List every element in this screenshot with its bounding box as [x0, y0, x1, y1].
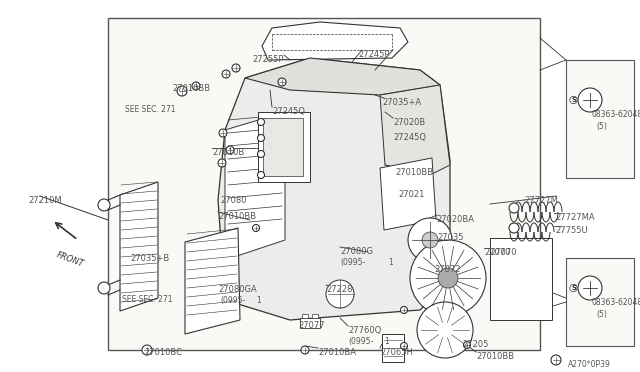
Text: 27010BB: 27010BB [395, 168, 433, 177]
Circle shape [232, 64, 240, 72]
Text: 27080: 27080 [220, 196, 246, 205]
Circle shape [257, 135, 264, 141]
Text: (5): (5) [596, 122, 607, 131]
Circle shape [257, 171, 264, 179]
Polygon shape [380, 158, 436, 230]
Circle shape [463, 341, 470, 349]
Circle shape [226, 146, 234, 154]
Text: 27755U: 27755U [555, 226, 588, 235]
Polygon shape [380, 85, 450, 175]
Text: 27245Q: 27245Q [393, 133, 426, 142]
Text: 1: 1 [256, 296, 260, 305]
Text: 27035: 27035 [437, 233, 463, 242]
Polygon shape [225, 112, 285, 260]
Text: 27035+A: 27035+A [382, 98, 421, 107]
Circle shape [257, 151, 264, 157]
Polygon shape [218, 58, 450, 320]
Text: (5): (5) [596, 310, 607, 319]
Polygon shape [185, 228, 240, 334]
Circle shape [509, 223, 519, 233]
Text: 27065H: 27065H [380, 348, 413, 357]
Circle shape [578, 276, 602, 300]
Circle shape [177, 86, 187, 96]
Text: 27727M: 27727M [524, 196, 558, 205]
Circle shape [192, 82, 200, 90]
Polygon shape [262, 22, 408, 60]
Bar [566, 60, 634, 178]
Text: SEE SEC. 271: SEE SEC. 271 [122, 295, 173, 304]
Text: S: S [571, 285, 576, 291]
Text: S: S [571, 97, 576, 103]
Circle shape [278, 78, 286, 86]
Text: 08363-62048: 08363-62048 [591, 298, 640, 307]
Text: 27228: 27228 [326, 285, 353, 294]
Bar [258, 112, 310, 182]
Polygon shape [245, 58, 440, 95]
Text: 27010BB: 27010BB [172, 84, 210, 93]
Bar [108, 18, 540, 350]
Text: 27010BB: 27010BB [218, 212, 256, 221]
Bar [312, 314, 318, 318]
Text: 1: 1 [384, 337, 388, 346]
Text: 27205: 27205 [462, 340, 488, 349]
Circle shape [257, 119, 264, 125]
Text: SEE SEC. 271: SEE SEC. 271 [125, 105, 175, 114]
Text: 27210M: 27210M [28, 196, 61, 205]
Circle shape [253, 224, 259, 231]
Text: 27245P: 27245P [358, 50, 390, 59]
Circle shape [401, 307, 408, 314]
Text: 27021: 27021 [398, 190, 424, 199]
Text: (0995-: (0995- [348, 337, 373, 346]
Text: 27010BA: 27010BA [318, 348, 356, 357]
Bar [566, 258, 634, 346]
Circle shape [401, 343, 408, 350]
Text: 27080G: 27080G [340, 247, 373, 256]
Polygon shape [120, 182, 158, 311]
Bar [302, 314, 308, 318]
Text: 27072: 27072 [434, 265, 461, 274]
Text: (0995-: (0995- [220, 296, 245, 305]
Circle shape [551, 355, 561, 365]
Circle shape [578, 88, 602, 112]
Circle shape [98, 199, 110, 211]
Text: 27070: 27070 [484, 248, 511, 257]
Text: 27010BB: 27010BB [476, 352, 514, 361]
Text: A270*0P39: A270*0P39 [568, 360, 611, 369]
Circle shape [408, 218, 452, 262]
Text: 27245Q: 27245Q [272, 107, 305, 116]
Circle shape [417, 302, 473, 358]
Circle shape [509, 203, 519, 213]
Text: 1: 1 [388, 258, 393, 267]
Text: 27035+B: 27035+B [130, 254, 169, 263]
Bar [300, 318, 320, 328]
Text: 27010BC: 27010BC [144, 348, 182, 357]
Bar [382, 334, 404, 362]
Circle shape [142, 345, 152, 355]
Circle shape [219, 129, 227, 137]
Circle shape [301, 346, 309, 354]
Text: 27070: 27070 [490, 248, 516, 257]
Circle shape [422, 232, 438, 248]
Text: 27010B: 27010B [212, 148, 244, 157]
Text: 27020BA: 27020BA [436, 215, 474, 224]
Circle shape [410, 240, 486, 316]
Circle shape [438, 268, 458, 288]
Circle shape [222, 70, 230, 78]
Circle shape [326, 280, 354, 308]
Text: 27077: 27077 [298, 321, 324, 330]
Text: 27020B: 27020B [393, 118, 425, 127]
Text: 27080GA: 27080GA [218, 285, 257, 294]
Text: (0995-: (0995- [340, 258, 365, 267]
Circle shape [218, 159, 226, 167]
Circle shape [98, 282, 110, 294]
Text: FRONT: FRONT [55, 250, 85, 268]
Bar [490, 238, 552, 320]
Text: 08363-62048: 08363-62048 [591, 110, 640, 119]
Text: 27727MA: 27727MA [555, 213, 595, 222]
Text: 27255P: 27255P [252, 55, 284, 64]
Bar [263, 118, 303, 176]
Text: 27760Q: 27760Q [348, 326, 381, 335]
